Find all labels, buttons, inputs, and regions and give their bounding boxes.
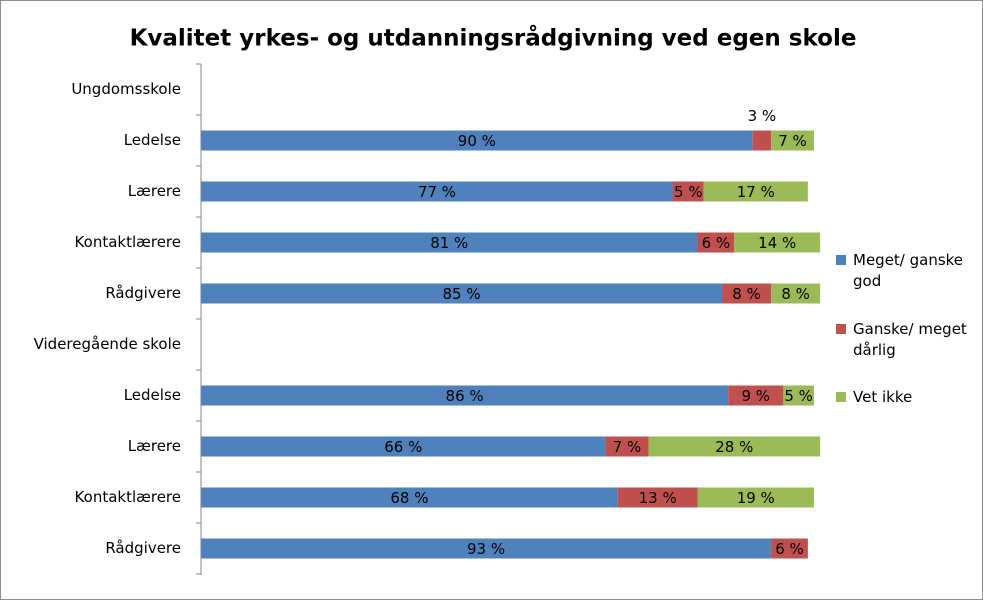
- bar-segment: [201, 130, 753, 151]
- value-label: 7 %: [778, 132, 807, 150]
- chart-title: Kvalitet yrkes- og utdanningsrådgivning …: [130, 25, 857, 52]
- value-label: 68 %: [390, 489, 428, 507]
- bar-segment: [703, 181, 808, 202]
- value-label: 6 %: [702, 234, 731, 252]
- value-label: 14 %: [758, 234, 796, 252]
- category-label: Ledelse: [124, 131, 181, 149]
- bar-segment: [771, 538, 808, 559]
- bar-segment: [201, 181, 674, 202]
- bar-segment: [728, 385, 784, 406]
- bar-segment: [201, 538, 772, 559]
- value-label: 90 %: [458, 132, 496, 150]
- value-label: 6 %: [775, 540, 804, 558]
- category-label: Rådgivere: [105, 539, 181, 557]
- legend-label: Vet ikke: [853, 388, 913, 406]
- bar-segment: [201, 283, 723, 304]
- category-label: Ungdomsskole: [71, 80, 181, 98]
- value-label: 77 %: [418, 183, 456, 201]
- value-label: 7 %: [613, 438, 642, 456]
- legend-label: Meget/ ganske god: [853, 251, 964, 290]
- value-label: 13 %: [639, 489, 677, 507]
- bar-segment: [722, 283, 772, 304]
- category-label: Lærere: [128, 437, 181, 455]
- bar-segment: [605, 436, 649, 457]
- value-label: 28 %: [715, 438, 753, 456]
- value-label: 8 %: [732, 285, 761, 303]
- bar-segment: [617, 487, 698, 508]
- value-label: 19 %: [737, 489, 775, 507]
- category-label: Rådgivere: [105, 284, 181, 302]
- value-label: 66 %: [384, 438, 422, 456]
- value-label: 86 %: [446, 387, 484, 405]
- bar-segment: [771, 283, 821, 304]
- value-label: 3 %: [748, 107, 777, 125]
- bar-segment: [783, 385, 814, 406]
- category-label: Lærere: [128, 182, 181, 200]
- bar-segment: [697, 232, 735, 253]
- category-label: Videregående skole: [34, 335, 181, 353]
- category-label: Kontaktlærere: [75, 488, 181, 506]
- legend-swatch: [836, 255, 846, 265]
- legend-swatch: [836, 392, 846, 402]
- category-label: Kontaktlærere: [75, 233, 181, 251]
- value-label: 9 %: [741, 387, 770, 405]
- bar-segment: [673, 181, 704, 202]
- value-label: 93 %: [467, 540, 505, 558]
- bar-segment: [752, 130, 772, 151]
- bar-segment: [734, 232, 821, 253]
- value-label: 85 %: [442, 285, 480, 303]
- legend-swatch: [836, 324, 846, 334]
- bar-segment: [771, 130, 814, 151]
- category-label: Ledelse: [124, 386, 181, 404]
- value-label: 8 %: [781, 285, 810, 303]
- value-label: 81 %: [430, 234, 468, 252]
- bar-segment: [201, 232, 698, 253]
- bar-segment: [648, 436, 821, 457]
- legend-label: Ganske/ meget dårlig: [853, 320, 967, 359]
- value-label: 17 %: [737, 183, 775, 201]
- bar-segment: [201, 487, 618, 508]
- value-label: 5 %: [784, 387, 813, 405]
- bar-segment: [697, 487, 814, 508]
- bar-segment: [201, 436, 606, 457]
- value-label: 5 %: [674, 183, 703, 201]
- bar-segment: [201, 385, 729, 406]
